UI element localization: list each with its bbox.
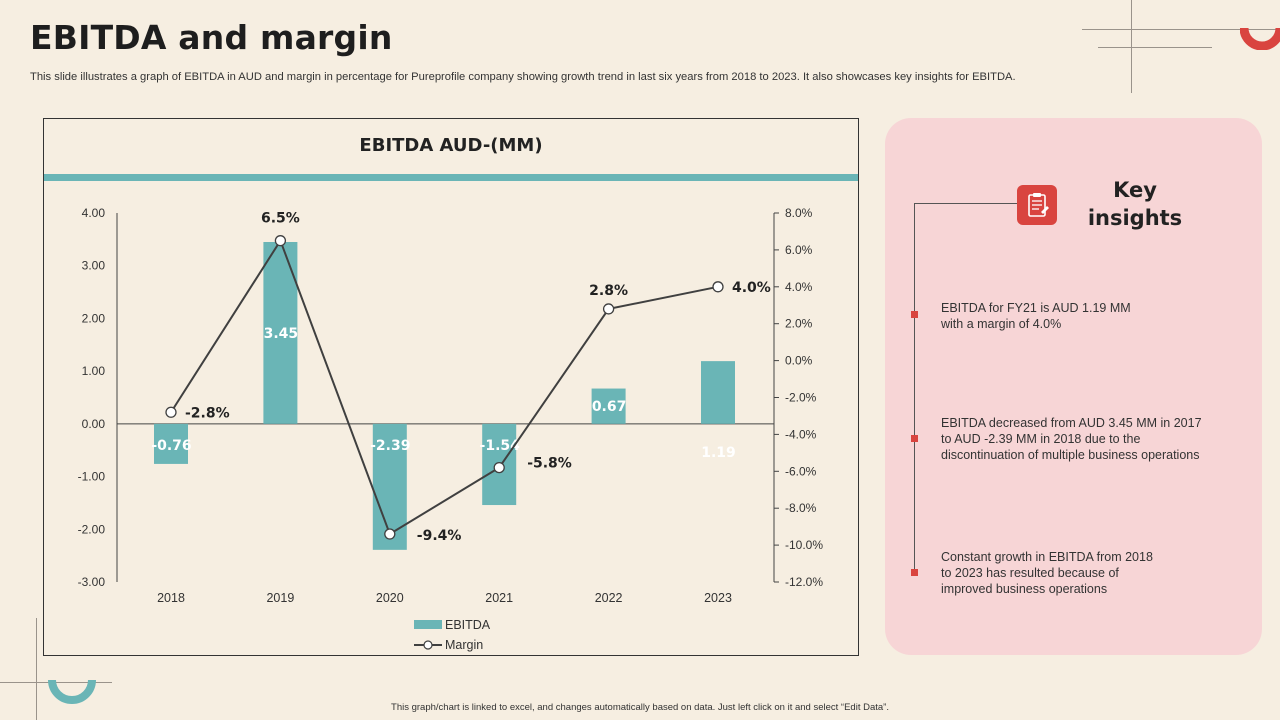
margin-point-2018	[165, 406, 177, 418]
insight-bullet	[911, 311, 918, 318]
bar-ebitda-2023	[701, 361, 735, 424]
key-insights-panel: Key insights EBITDA for FY21 is AUD 1.19…	[885, 118, 1262, 655]
y-right-tick-label: -6.0%	[785, 464, 817, 478]
decorative-ring-top	[1240, 27, 1280, 50]
insight-2-line2: to AUD -2.39 MM in 2018 due to the	[941, 432, 1141, 446]
x-tick-label: 2020	[376, 591, 404, 605]
insights-connector-line	[914, 203, 1018, 204]
bar-data-label: 1.19	[701, 445, 736, 461]
insight-bullet	[911, 435, 918, 442]
legend-margin-label: Margin	[445, 638, 483, 652]
margin-data-label: -9.4%	[417, 528, 462, 544]
insight-1-line2: with a margin of 4.0%	[941, 317, 1062, 331]
y-right-tick-label: -4.0%	[785, 427, 817, 441]
y-right-tick-label: 2.0%	[785, 317, 813, 331]
y-right-tick-label: -2.0%	[785, 391, 817, 405]
x-tick-label: 2019	[266, 591, 294, 605]
bar-ebitda-2022	[591, 388, 626, 424]
bar-data-label: 3.45	[264, 326, 299, 342]
margin-point-2021	[493, 461, 505, 474]
margin-line	[170, 238, 719, 536]
insights-timeline-line	[914, 203, 915, 575]
insight-3-line3: improved business operations	[941, 582, 1108, 596]
y-left-tick-label: -2.00	[78, 522, 106, 536]
y-right-tick-label: -12.0%	[785, 575, 823, 589]
bar-data-label: -1.54	[480, 438, 521, 454]
y-right-tick-label: 6.0%	[785, 243, 813, 257]
legend-ebitda-swatch	[414, 620, 442, 629]
bar-data-label: 0.67	[592, 399, 627, 415]
decorative-line	[1098, 47, 1212, 48]
insight-2-line1: EBITDA decreased from AUD 3.45 MM in 201…	[941, 416, 1202, 430]
margin-point-2019	[274, 235, 287, 247]
y-right-tick-label: 8.0%	[785, 206, 813, 220]
insights-title-line1: Key	[1113, 178, 1157, 202]
margin-data-label: -2.8%	[185, 405, 230, 421]
y-left-tick-label: 2.00	[82, 311, 106, 325]
y-left-tick-label: 3.00	[82, 259, 106, 273]
page-subtitle: This slide illustrates a graph of EBITDA…	[30, 71, 1016, 83]
x-tick-label: 2021	[485, 591, 513, 605]
margin-point-2020	[384, 528, 396, 540]
margin-data-label: 2.8%	[589, 283, 628, 299]
legend-margin-marker	[423, 640, 433, 650]
margin-data-label: 4.0%	[732, 280, 771, 296]
decorative-line	[1082, 29, 1280, 30]
bar-data-label: -2.39	[370, 438, 410, 454]
insight-item-3: Constant growth in EBITDA from 2018 to 2…	[941, 549, 1241, 597]
chart-panel[interactable]: EBITDA AUD-(MM) 4.00 3.00 2.00 1.00 0.00 -1.0…	[43, 118, 859, 656]
insights-title-line2: insights	[1087, 206, 1183, 230]
margin-point-2022	[602, 303, 615, 315]
insight-2-line3: discontinuation of multiple business ope…	[941, 448, 1200, 462]
chart-title: EBITDA AUD-(MM)	[359, 135, 543, 156]
y-left-tick-label: -1.00	[78, 470, 106, 484]
ebitda-margin-chart[interactable]: 4.00 3.00 2.00 1.00 0.00 -1.00 -2.00 -3.00 8.0% 6…	[44, 119, 860, 657]
x-tick-label: 2018	[157, 591, 185, 605]
y-right-tick-label: -10.0%	[785, 538, 823, 552]
x-tick-label: 2022	[595, 591, 623, 605]
page-title: EBITDA and margin	[30, 18, 393, 57]
chart-title-divider	[44, 174, 858, 181]
x-tick-label: 2023	[704, 591, 732, 605]
margin-data-label: 6.5%	[261, 211, 300, 227]
clipboard-icon	[1017, 185, 1057, 225]
bar-data-label: -0.76	[151, 438, 191, 454]
decorative-line	[1131, 0, 1132, 93]
insight-3-line1: Constant growth in EBITDA from 2018	[941, 550, 1153, 564]
insight-bullet	[911, 569, 918, 576]
margin-point-2023	[712, 281, 724, 293]
y-left-tick-label: 4.00	[82, 206, 106, 220]
y-right-tick-label: 0.0%	[785, 354, 813, 368]
insight-item-2: EBITDA decreased from AUD 3.45 MM in 201…	[941, 415, 1241, 463]
insights-title: Key insights	[1075, 176, 1195, 232]
margin-data-label: -5.8%	[527, 456, 572, 472]
y-right-tick-label: -8.0%	[785, 501, 817, 515]
legend-ebitda-label: EBITDA	[445, 618, 491, 632]
y-left-tick-label: 1.00	[82, 364, 106, 378]
y-left-tick-label: -3.00	[78, 575, 106, 589]
decorative-ring-bottom	[48, 679, 96, 704]
insight-item-1: EBITDA for FY21 is AUD 1.19 MM with a ma…	[941, 300, 1241, 332]
bar-ebitda-2018	[154, 423, 188, 464]
insight-1-line1: EBITDA for FY21 is AUD 1.19 MM	[941, 301, 1131, 315]
decorative-line	[36, 618, 37, 720]
footer-note: This graph/chart is linked to excel, and…	[391, 702, 889, 713]
y-right-tick-label: 4.0%	[785, 280, 813, 294]
insight-3-line2: to 2023 has resulted because of	[941, 566, 1119, 580]
y-left-tick-label: 0.00	[82, 417, 106, 431]
